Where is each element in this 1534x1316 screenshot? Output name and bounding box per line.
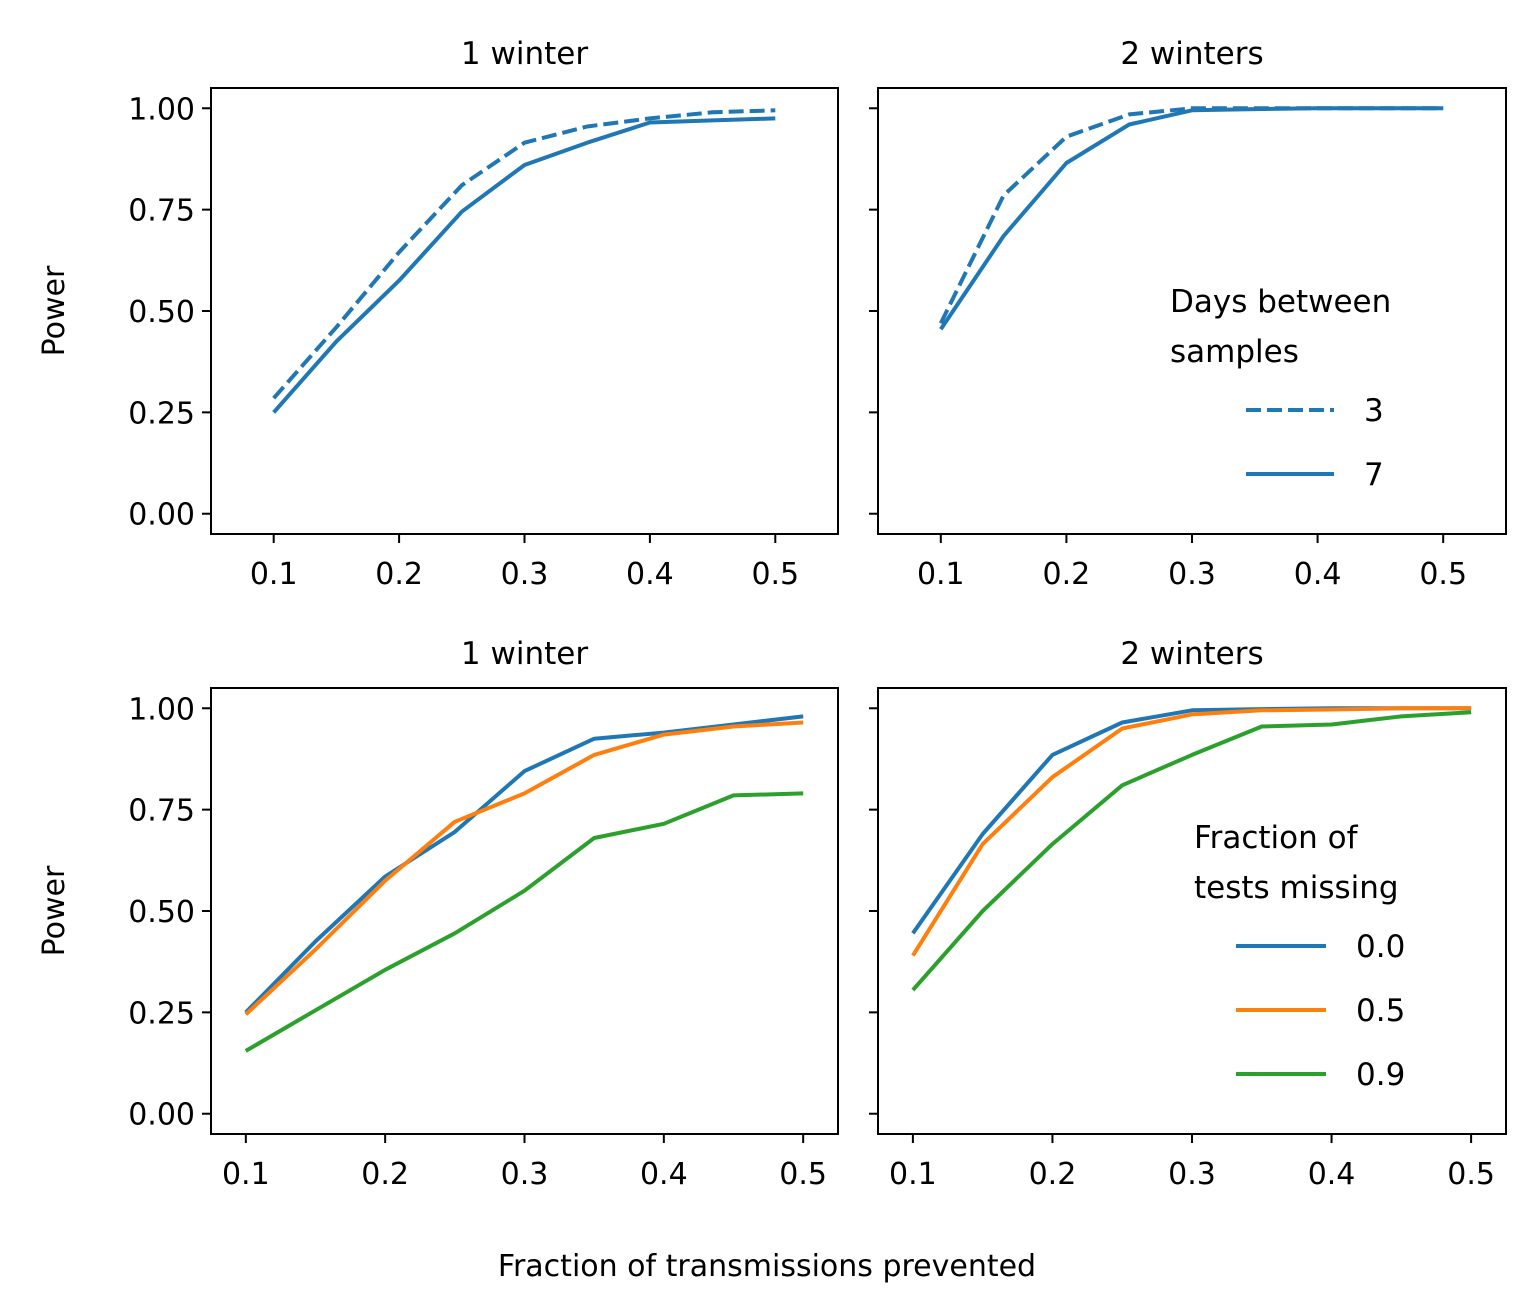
panel-frame xyxy=(210,87,839,535)
figure-x-axis-label: Fraction of transmissions prevented xyxy=(498,1249,1036,1284)
panel-title: 1 winter xyxy=(461,636,588,672)
y-tick-label: 0.00 xyxy=(128,1098,195,1133)
x-tick-label: 0.3 xyxy=(1168,557,1216,592)
y-tick-label: 0.50 xyxy=(128,295,195,330)
panel-title: 1 winter xyxy=(461,36,588,72)
legend-entry: 7 xyxy=(1364,457,1384,493)
y-tick-label: 0.00 xyxy=(128,498,195,533)
series-line-3 xyxy=(272,108,776,400)
legend-title: tests missing xyxy=(1194,870,1399,906)
x-tick-label: 0.4 xyxy=(1294,557,1342,592)
legend-entry: 0.9 xyxy=(1356,1057,1405,1093)
series-line-0.9 xyxy=(244,791,804,1053)
y-tick-label: 0.50 xyxy=(128,895,195,930)
series-line-0.5 xyxy=(911,706,1472,957)
legend: Days between samples 3 7 xyxy=(1170,284,1391,493)
legend-entry: 0.5 xyxy=(1356,993,1405,1029)
y-tick-label: 1.00 xyxy=(128,92,195,127)
panel-2: 2 winters 0.1 0.2 0.3 0.4 0.5 Days between samp… xyxy=(869,36,1507,592)
x-tick-label: 0.2 xyxy=(1029,1157,1077,1192)
series-line-0.5 xyxy=(244,720,804,1016)
x-tick-label: 0.4 xyxy=(626,557,674,592)
panel-4: 2 winters 0.1 0.2 0.3 0.4 0.5 Fraction of tests… xyxy=(869,636,1507,1192)
y-axis-label: Power xyxy=(37,265,72,356)
y-tick-label: 0.75 xyxy=(128,794,195,829)
y-tick-label: 0.75 xyxy=(128,194,195,229)
x-tick-label: 0.5 xyxy=(1447,1157,1495,1192)
series-line-7 xyxy=(272,116,776,414)
x-tick-label: 0.3 xyxy=(501,1157,549,1192)
x-tick-label: 0.1 xyxy=(917,557,965,592)
x-tick-label: 0.1 xyxy=(222,1157,270,1192)
legend-title: samples xyxy=(1170,334,1299,370)
y-tick-label: 0.25 xyxy=(128,396,195,431)
series-line-7 xyxy=(939,106,1444,331)
x-tick-label: 0.1 xyxy=(250,557,298,592)
y-tick-label: 0.25 xyxy=(128,996,195,1031)
panel-3: 1 winter 0.1 0.2 0.3 0.4 0.5 0.00 0.25 0.50 0.75 1… xyxy=(37,636,839,1192)
x-tick-label: 0.5 xyxy=(779,1157,827,1192)
x-tick-label: 0.2 xyxy=(361,1157,409,1192)
x-tick-label: 0.3 xyxy=(501,557,549,592)
legend-title: Days between xyxy=(1170,284,1391,320)
panel-title: 2 winters xyxy=(1120,36,1263,72)
legend-entry: 0.0 xyxy=(1356,929,1405,965)
x-tick-label: 0.2 xyxy=(1043,557,1091,592)
x-tick-label: 0.3 xyxy=(1168,1157,1216,1192)
x-tick-label: 0.5 xyxy=(1419,557,1467,592)
series-line-0.0 xyxy=(244,714,804,1014)
y-axis-label: Power xyxy=(37,865,72,956)
series-line-0.9 xyxy=(911,710,1472,992)
x-tick-label: 0.4 xyxy=(640,1157,688,1192)
legend: Fraction of tests missing 0.0 0.5 0.9 xyxy=(1194,820,1405,1093)
x-tick-label: 0.2 xyxy=(375,557,423,592)
panel-1: 1 winter 0.1 0.2 0.3 0.4 0.5 0.00 0.25 0.50 0.75 1… xyxy=(37,36,839,592)
legend-entry: 3 xyxy=(1364,393,1384,429)
panel-title: 2 winters xyxy=(1120,636,1263,672)
x-tick-label: 0.1 xyxy=(889,1157,937,1192)
y-tick-label: 1.00 xyxy=(128,692,195,727)
x-tick-label: 0.5 xyxy=(751,557,799,592)
legend-title: Fraction of xyxy=(1194,820,1359,856)
panel-frame xyxy=(210,687,839,1135)
x-tick-label: 0.4 xyxy=(1308,1157,1356,1192)
